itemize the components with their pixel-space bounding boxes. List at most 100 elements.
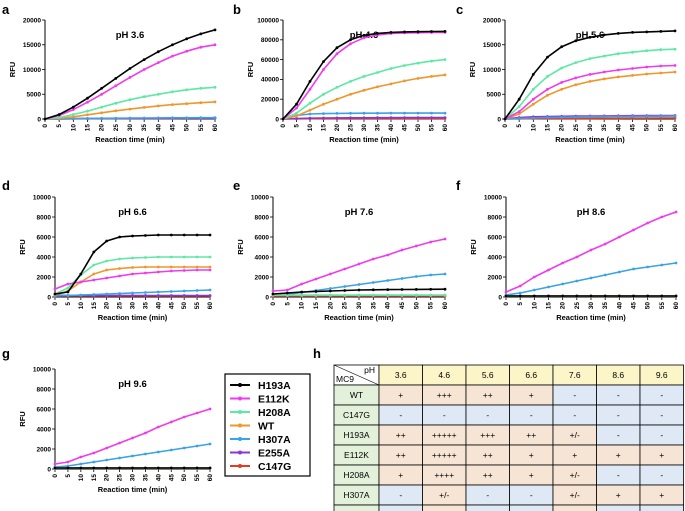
data-point <box>295 106 298 110</box>
data-point <box>443 58 447 61</box>
series-WT <box>503 70 677 121</box>
data-point <box>169 448 173 452</box>
data-point <box>285 293 289 297</box>
data-point <box>560 81 564 84</box>
data-point <box>142 116 146 120</box>
table-cell <box>378 504 423 511</box>
data-point <box>335 97 339 101</box>
table-header-label: 5.6 <box>482 370 494 380</box>
x-tick-label: 0 <box>52 302 59 306</box>
data-point <box>169 269 173 273</box>
data-point <box>100 86 104 90</box>
data-point <box>430 30 433 33</box>
legend-entry-2: H208A <box>230 407 291 419</box>
data-point <box>645 114 649 118</box>
data-point <box>588 80 592 83</box>
y-tick-label: 60000 <box>261 57 279 64</box>
data-point <box>589 248 593 252</box>
x-tick-label: 15 <box>546 302 553 310</box>
data-point <box>314 290 318 293</box>
series-line <box>54 234 210 295</box>
data-point <box>659 48 663 52</box>
data-point <box>376 116 379 120</box>
x-tick-label: 15 <box>91 474 98 482</box>
data-point <box>66 466 70 470</box>
data-point <box>616 75 620 79</box>
data-point <box>531 87 535 91</box>
table-header-label: 4.6 <box>438 370 450 380</box>
data-point <box>674 210 678 214</box>
data-point <box>92 278 96 282</box>
data-point <box>53 292 57 296</box>
x-tick-label: 20 <box>327 302 334 310</box>
data-point <box>349 80 352 83</box>
data-point <box>416 77 420 80</box>
data-point <box>308 80 312 83</box>
data-point <box>314 293 318 297</box>
data-point <box>362 36 366 40</box>
data-point <box>588 57 592 60</box>
data-point <box>414 288 418 291</box>
series-H208A <box>281 58 447 121</box>
table-cell-value: ++ <box>396 450 406 460</box>
legend-label-1: E112K <box>258 394 290 406</box>
data-point <box>362 116 366 120</box>
panel-label-b: b <box>233 2 241 17</box>
y-axis-label-a: RFU <box>8 62 17 77</box>
data-point <box>335 112 339 115</box>
plot-c: 0 5000 10000 15000 20000 0 5 10 15 20 25 30 35 40 45 50… <box>468 17 679 144</box>
data-point <box>602 70 606 74</box>
data-point <box>589 276 593 280</box>
data-point <box>208 265 212 269</box>
x-tick-label: 45 <box>170 124 177 132</box>
table-cell-value: ++ <box>483 470 493 480</box>
data-point <box>182 265 186 269</box>
data-point <box>295 111 298 115</box>
data-point <box>386 253 390 257</box>
data-point <box>376 32 379 35</box>
data-point <box>371 293 375 297</box>
data-point <box>349 116 352 120</box>
x-tick-label: 25 <box>574 302 581 310</box>
y-tick-label: 2000 <box>37 446 52 453</box>
y-tick-label: 10000 <box>23 67 41 74</box>
series-H307A <box>503 114 677 121</box>
series-H208A <box>503 47 677 121</box>
data-point <box>171 103 174 106</box>
table-row-label: H208A <box>344 470 370 480</box>
data-point <box>603 273 607 277</box>
legend-entry-0: H193A <box>230 380 291 392</box>
x-tick-label: 60 <box>672 124 679 132</box>
series-line <box>44 29 216 120</box>
x-tick-label: 50 <box>181 302 188 310</box>
data-point <box>588 35 592 39</box>
x-tick-label: 60 <box>207 474 214 482</box>
table-cell-value: - <box>617 390 620 400</box>
y-tick-label: 15000 <box>483 42 501 49</box>
y-tick-label: 2000 <box>37 274 52 281</box>
table-cell-value: + <box>398 470 403 480</box>
data-point <box>616 52 620 56</box>
y-tick-label: 5000 <box>487 92 502 99</box>
data-point <box>195 289 199 292</box>
data-point <box>71 115 75 119</box>
data-point <box>416 61 420 65</box>
table-cell-value: - <box>530 410 533 420</box>
data-point <box>142 58 146 61</box>
x-tick-label: 50 <box>413 302 420 310</box>
x-tick-label: 30 <box>587 124 594 132</box>
data-point <box>328 289 332 293</box>
data-point <box>118 292 121 295</box>
data-point <box>443 116 447 119</box>
data-point <box>517 117 521 120</box>
table-header-label: 9.6 <box>656 370 668 380</box>
data-point <box>443 293 447 297</box>
y-axis-label-c: RFU <box>468 62 477 77</box>
table-cell <box>422 504 467 511</box>
x-axis-label-c: Reaction time (min) <box>555 135 625 144</box>
table-cell-value: +++ <box>437 390 452 400</box>
table-cell-value: - <box>486 410 489 420</box>
x-tick-label: 45 <box>168 302 175 310</box>
data-point <box>429 273 433 277</box>
series-E112K <box>53 407 212 466</box>
